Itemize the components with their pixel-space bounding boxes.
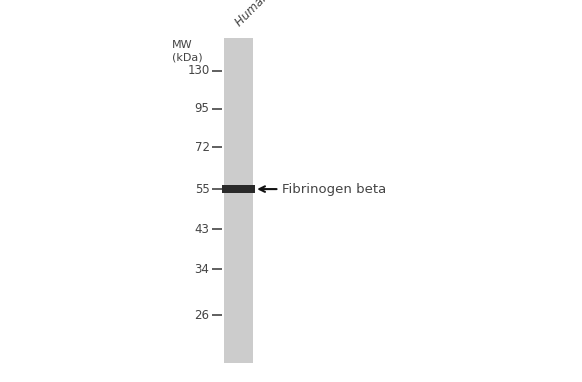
Text: 130: 130 (187, 64, 210, 77)
Text: 72: 72 (194, 141, 210, 154)
Text: Human plasma: Human plasma (232, 0, 304, 29)
Text: Fibrinogen beta: Fibrinogen beta (282, 183, 386, 196)
Text: 95: 95 (194, 102, 210, 115)
Text: 43: 43 (194, 223, 210, 236)
Text: 34: 34 (194, 263, 210, 276)
Text: MW
(kDa): MW (kDa) (172, 40, 203, 63)
Text: 55: 55 (195, 183, 210, 196)
Bar (224, 38, 253, 363)
Bar (222, 185, 255, 193)
Text: 26: 26 (194, 309, 210, 322)
